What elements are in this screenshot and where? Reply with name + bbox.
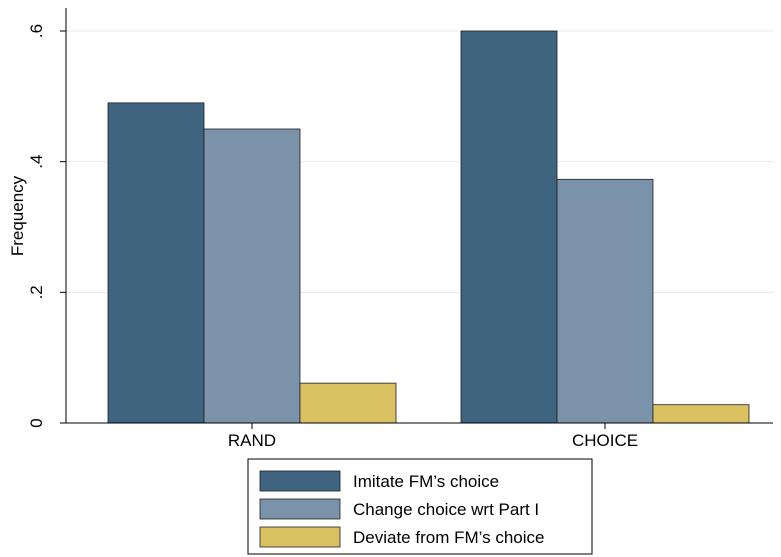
bar xyxy=(203,128,301,424)
y-tick-label: .6 xyxy=(27,24,46,38)
x-tick-label: CHOICE xyxy=(572,431,638,450)
x-tick-label: RAND xyxy=(228,431,276,450)
bars xyxy=(107,30,750,424)
y-tick-label: 0 xyxy=(27,418,46,427)
x-axis-ticks: RAND CHOICE xyxy=(228,423,638,450)
bar xyxy=(460,30,558,424)
legend-swatch xyxy=(259,470,341,492)
y-axis-ticks: 0 .2 .4 .6 xyxy=(27,24,66,428)
y-tick-label: .2 xyxy=(27,285,46,299)
legend-label: Imitate FM’s choice xyxy=(353,472,499,491)
y-tick-label: .4 xyxy=(27,155,46,169)
y-axis-title: Frequency xyxy=(8,175,27,256)
legend-swatch xyxy=(259,526,341,548)
legend-label: Deviate from FM’s choice xyxy=(353,528,544,547)
legend: Imitate FM’s choice Change choice wrt Par… xyxy=(247,458,593,555)
bar xyxy=(556,178,654,424)
legend-swatch xyxy=(259,498,341,520)
legend-label: Change choice wrt Part I xyxy=(353,500,539,519)
bar xyxy=(107,102,205,424)
bar xyxy=(299,382,397,424)
axes xyxy=(65,8,773,424)
bar xyxy=(652,404,750,424)
